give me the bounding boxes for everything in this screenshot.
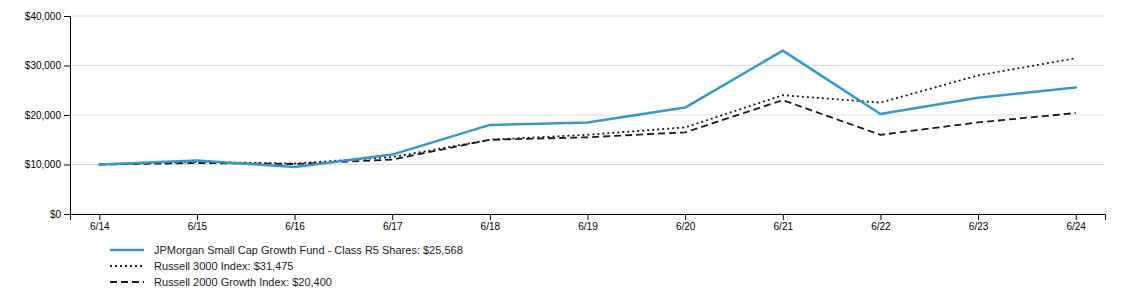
x-tick: 6/21 [774, 214, 794, 232]
legend-label: Russell 3000 Index: $31,475 [154, 260, 293, 272]
x-tick-mark [880, 214, 881, 220]
x-tick: 6/17 [383, 214, 403, 232]
x-tick-mark [783, 214, 784, 220]
x-tick: 6/24 [1066, 214, 1086, 232]
x-tick-label: 6/21 [774, 221, 794, 232]
x-tick-label: 6/16 [285, 221, 305, 232]
chart: $0$10,000$20,000$30,000$40,0006/146/156/… [0, 0, 1129, 304]
y-tick: $10,000 [25, 159, 70, 170]
y-tick-mark [64, 16, 70, 17]
x-tick: 6/16 [285, 214, 305, 232]
y-tick-mark [64, 66, 70, 67]
legend-swatch [110, 249, 144, 252]
series-line [99, 58, 1075, 164]
lines [99, 51, 1075, 167]
y-tick: $30,000 [25, 60, 70, 71]
y-tick-label: $0 [50, 209, 62, 220]
x-tick-mark [978, 214, 979, 220]
x-tick: 6/23 [969, 214, 989, 232]
x-tick-mark [392, 214, 393, 220]
y-tick-label: $40,000 [25, 11, 62, 22]
y-tick-mark [64, 214, 70, 215]
series-line [99, 51, 1075, 167]
x-tick-label: 6/15 [188, 221, 208, 232]
x-tick-label: 6/18 [481, 221, 501, 232]
x-tick-mark [99, 214, 100, 220]
x-tick-mark [197, 214, 198, 220]
x-tick: 6/15 [188, 214, 208, 232]
y-axis: $0 $10,000 $20,000 $30,000 $40,000 [25, 11, 71, 220]
legend-item: Russell 2000 Growth Index: $20,400 [110, 276, 332, 288]
x-tick-mark [685, 214, 686, 220]
legend-swatch [110, 265, 144, 267]
x-tick-label: 6/14 [90, 221, 110, 232]
y-tick-mark [64, 115, 70, 116]
y-tick-label: $20,000 [25, 110, 62, 121]
x-tick-label: 6/24 [1066, 221, 1086, 232]
series-line [99, 100, 1075, 164]
legend-label: JPMorgan Small Cap Growth Fund - Class R… [154, 244, 463, 256]
x-tick-mark [588, 214, 589, 220]
y-tick: $20,000 [25, 110, 70, 121]
y-tick-label: $30,000 [25, 60, 62, 71]
legend-item: Russell 3000 Index: $31,475 [110, 260, 293, 272]
y-tick: $40,000 [25, 11, 70, 22]
x-tick: 6/22 [871, 214, 891, 232]
x-tick-mark [295, 214, 296, 220]
x-tick-mark [490, 214, 491, 220]
x-tick-label: 6/19 [578, 221, 598, 232]
grid [70, 16, 1105, 214]
x-tick: 6/19 [578, 214, 598, 232]
legend-item: JPMorgan Small Cap Growth Fund - Class R… [110, 244, 463, 256]
x-tick: 6/14 [90, 214, 110, 232]
x-tick-label: 6/17 [383, 221, 403, 232]
legend: JPMorgan Small Cap Growth Fund - Class R… [110, 244, 463, 288]
legend-swatch [110, 281, 144, 283]
grid-line [70, 115, 1105, 116]
y-tick-mark [64, 165, 70, 166]
x-axis: 6/14 6/15 6/16 6/17 6/18 6/19 6/20 6/21 6/22 6/23… [71, 214, 1106, 232]
x-tick: 6/20 [676, 214, 696, 232]
y-tick-label: $10,000 [25, 159, 62, 170]
y-tick: $0 [50, 209, 70, 220]
grid-line [70, 65, 1105, 66]
x-tick-mark [1076, 214, 1077, 220]
x-tick-label: 6/22 [871, 221, 891, 232]
x-axis-line [71, 215, 1106, 221]
x-tick: 6/18 [481, 214, 501, 232]
legend-label: Russell 2000 Growth Index: $20,400 [154, 276, 332, 288]
grid-line [70, 16, 1105, 17]
x-tick-label: 6/23 [969, 221, 989, 232]
y-axis-line [64, 17, 71, 215]
x-tick-label: 6/20 [676, 221, 696, 232]
plot: $0$10,000$20,000$30,000$40,0006/146/156/… [25, 11, 1106, 232]
